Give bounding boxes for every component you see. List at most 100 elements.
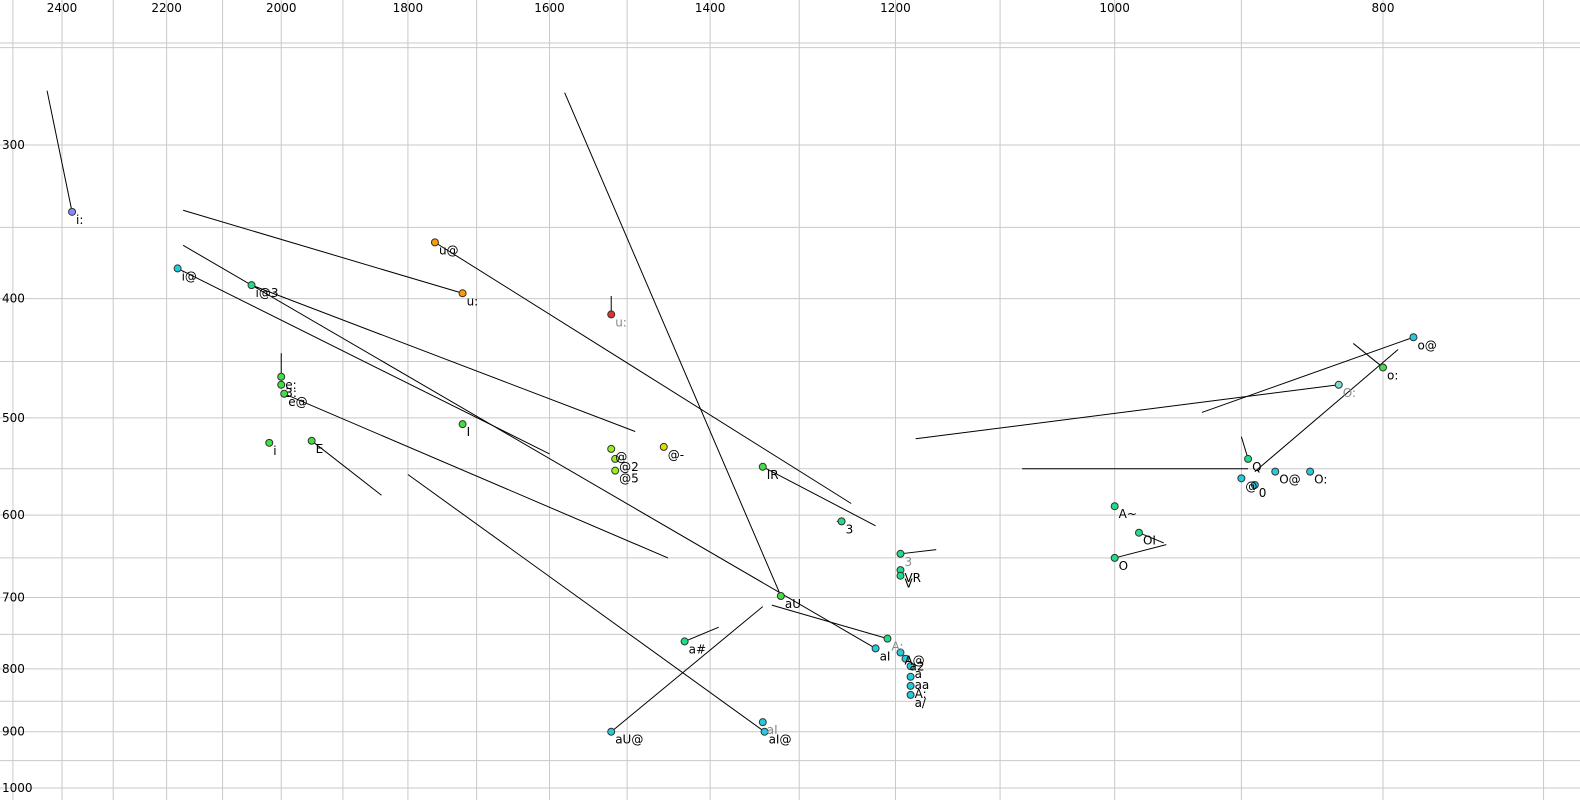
point-label: 3 xyxy=(846,522,854,536)
trajectory-line xyxy=(900,549,937,555)
point-label: i xyxy=(273,444,276,458)
point-label: u: xyxy=(467,294,479,308)
trajectory-line xyxy=(564,92,782,597)
point-label: i@ xyxy=(182,269,197,283)
point-label: @ xyxy=(615,450,627,464)
data-point xyxy=(607,727,616,736)
point-label: 0 xyxy=(1259,486,1267,500)
data-point xyxy=(1110,553,1119,562)
data-point xyxy=(265,438,274,447)
data-point xyxy=(906,690,915,699)
trajectory-line xyxy=(915,384,1339,440)
marker-layer xyxy=(68,207,1418,736)
point-label: E xyxy=(316,442,324,456)
point-label: O: xyxy=(1314,473,1327,487)
trajectory-line xyxy=(1254,349,1399,473)
trajectory-line xyxy=(1352,343,1384,368)
x-tick-label: 2000 xyxy=(266,1,297,15)
label-layer: i:u@i@i@3u:u:e:3:e@Ii E@@2@5@-IR33VRVaUa#… xyxy=(76,213,1437,747)
data-point xyxy=(307,436,316,445)
data-point xyxy=(906,681,915,690)
point-label: I xyxy=(467,425,471,439)
point-label: A: xyxy=(891,640,903,654)
point-label: aI@ xyxy=(769,733,792,747)
point-label: 3 xyxy=(904,555,912,569)
point-label: i@3 xyxy=(256,286,279,300)
data-point xyxy=(776,591,785,600)
data-point xyxy=(758,718,767,727)
data-point xyxy=(611,454,620,463)
data-point xyxy=(896,648,905,657)
trajectory-line xyxy=(762,466,876,527)
point-label: aU xyxy=(785,597,801,611)
data-point xyxy=(896,571,905,580)
data-point xyxy=(1271,467,1280,476)
data-point xyxy=(1250,480,1259,489)
y-tick-label: 600 xyxy=(2,508,25,522)
trajectory-line xyxy=(182,209,463,294)
point-label: VR xyxy=(904,571,921,585)
y-tick-label: 400 xyxy=(2,292,25,306)
point-label: a/ xyxy=(915,696,927,710)
data-point xyxy=(758,462,767,471)
y-tick-label: 800 xyxy=(2,662,25,676)
point-label: O xyxy=(1119,559,1128,573)
trajectory-line xyxy=(1138,532,1164,544)
point-label: e@ xyxy=(288,395,307,409)
point-label: a# xyxy=(689,642,706,656)
tick-label-layer: 2400 2200 2000 1800 1600 1400 1200 1000 800 300 40… xyxy=(2,1,1394,795)
point-label: @ xyxy=(1245,479,1257,493)
trajectory-line xyxy=(610,606,764,733)
trajectory-line xyxy=(251,284,636,432)
trajectory-line xyxy=(182,244,876,649)
data-point xyxy=(837,517,846,526)
data-point xyxy=(1134,528,1143,537)
point-label: A@ xyxy=(904,654,924,668)
point-label: IR xyxy=(767,468,779,482)
vertical-grid xyxy=(12,0,1545,800)
horizontal-grid xyxy=(0,42,1580,789)
x-tick-label: 1200 xyxy=(880,1,911,15)
y-tick-label: 300 xyxy=(2,138,25,152)
data-point xyxy=(458,420,467,429)
point-label: u@ xyxy=(439,243,459,257)
trajectory-line xyxy=(46,90,73,212)
trajectory-line xyxy=(284,393,669,559)
point-label: A: xyxy=(915,687,927,701)
data-point xyxy=(680,637,689,646)
data-point xyxy=(883,634,892,643)
point-label: aI xyxy=(880,649,891,663)
data-point xyxy=(458,289,467,298)
point-label: OI xyxy=(1143,534,1156,548)
data-point xyxy=(760,727,769,736)
x-tick-label: 2400 xyxy=(47,1,78,15)
data-point xyxy=(1334,380,1343,389)
trajectory-line xyxy=(684,626,719,642)
data-point xyxy=(906,662,915,671)
x-tick-label: 1000 xyxy=(1099,1,1130,15)
point-label: V xyxy=(904,577,913,591)
point-label: aU@ xyxy=(615,733,643,747)
data-point xyxy=(1244,454,1253,463)
data-point xyxy=(1237,474,1246,483)
y-tick-label: 900 xyxy=(2,725,25,739)
point-label: o: xyxy=(1387,368,1398,382)
trajectory-line xyxy=(311,440,382,496)
y-tick-label: 1000 xyxy=(2,781,33,795)
data-point xyxy=(896,549,905,558)
point-label: o@ xyxy=(1417,338,1436,352)
trajectory-line xyxy=(434,241,852,504)
point-label: e: xyxy=(285,378,296,392)
point-label: aa xyxy=(915,678,930,692)
x-tick-label: 1800 xyxy=(393,1,424,15)
x-tick-label: 800 xyxy=(1372,1,1395,15)
data-point xyxy=(1306,467,1315,476)
data-point xyxy=(607,310,616,319)
point-label: @5 xyxy=(619,472,639,486)
x-tick-label: 1400 xyxy=(695,1,726,15)
y-tick-label: 700 xyxy=(2,591,25,605)
trajectory-layer xyxy=(46,90,1414,733)
data-point xyxy=(659,442,668,451)
point-label: O@ xyxy=(1279,473,1300,487)
point-label: O: xyxy=(1343,386,1356,400)
